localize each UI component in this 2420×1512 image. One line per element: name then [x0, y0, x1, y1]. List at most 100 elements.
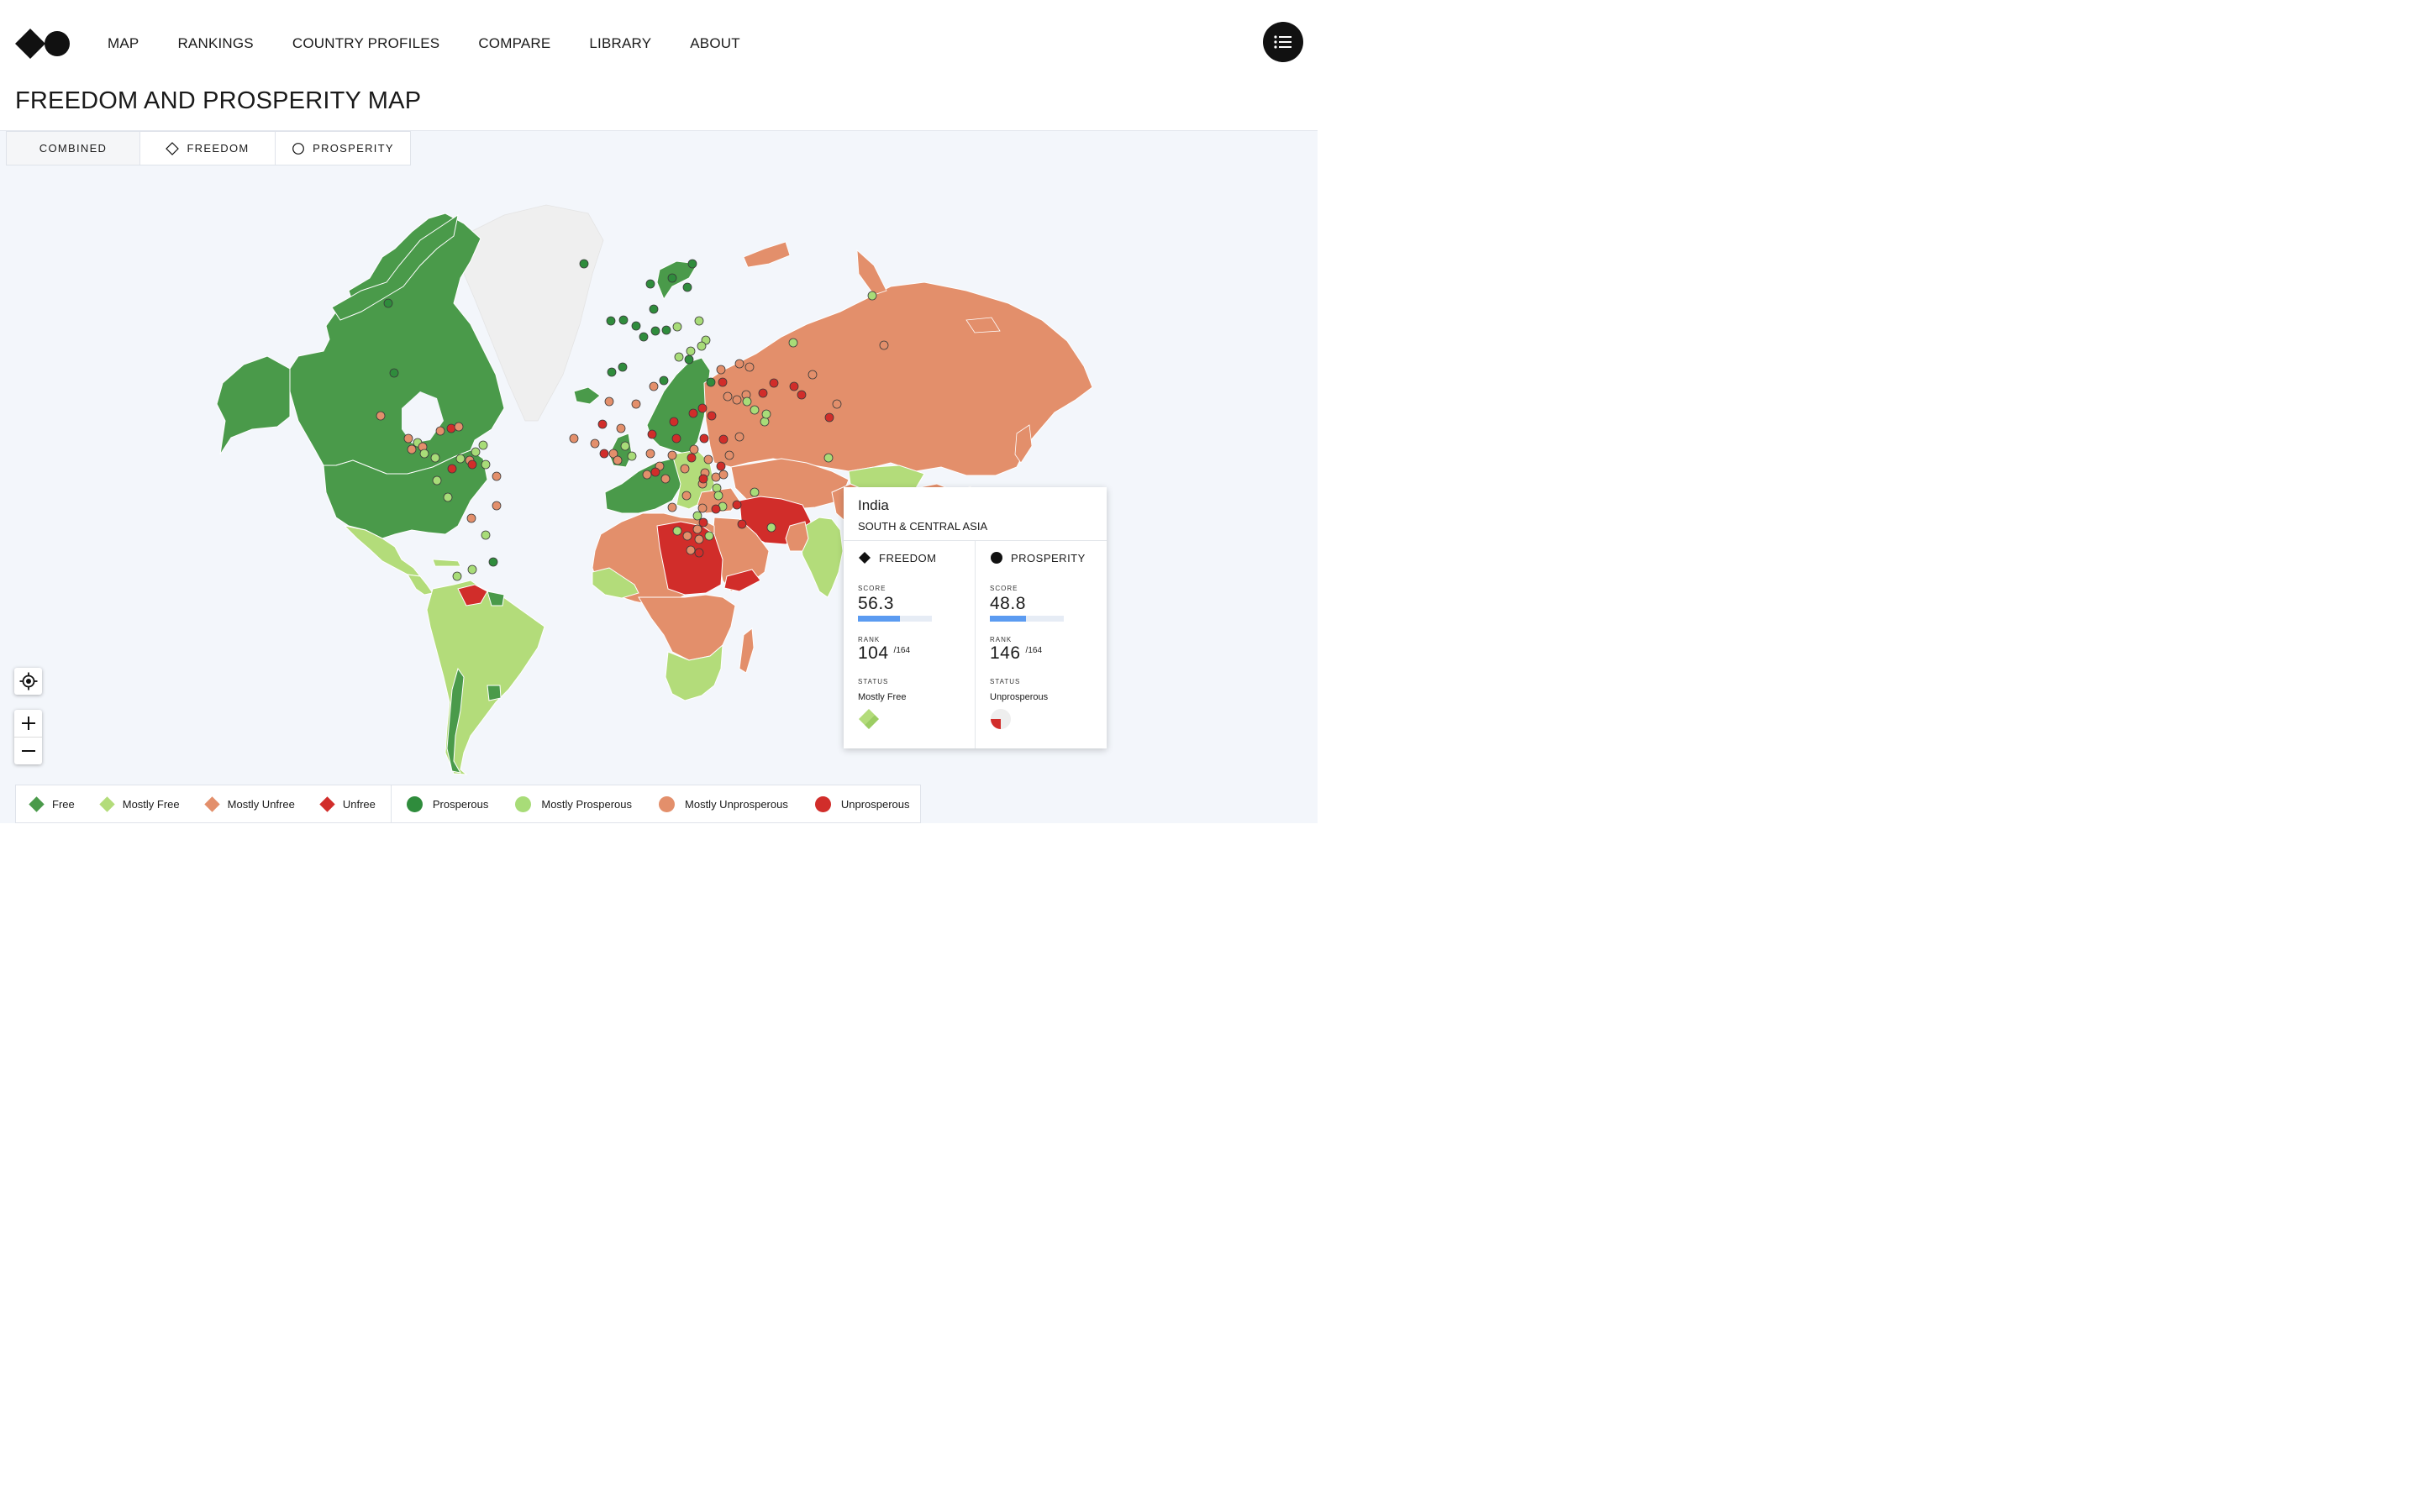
prosperity-marker[interactable]: [697, 341, 707, 351]
prosperity-marker[interactable]: [383, 298, 393, 308]
prosperity-marker[interactable]: [604, 396, 614, 407]
prosperity-marker[interactable]: [686, 545, 696, 555]
prosperity-marker[interactable]: [667, 273, 677, 283]
prosperity-marker[interactable]: [606, 316, 616, 326]
prosperity-marker[interactable]: [681, 491, 692, 501]
prosperity-marker[interactable]: [631, 399, 641, 409]
prosperity-marker[interactable]: [447, 464, 457, 474]
prosperity-marker[interactable]: [467, 564, 477, 575]
prosperity-marker[interactable]: [788, 338, 798, 348]
prosperity-marker[interactable]: [704, 531, 714, 541]
prosperity-marker[interactable]: [686, 346, 696, 356]
prosperity-marker[interactable]: [667, 502, 677, 512]
prosperity-marker[interactable]: [758, 388, 768, 398]
prosperity-marker[interactable]: [712, 483, 722, 493]
prosperity-marker[interactable]: [627, 451, 637, 461]
prosperity-marker[interactable]: [699, 433, 709, 444]
site-logo[interactable]: [15, 29, 71, 59]
prosperity-marker[interactable]: [703, 454, 713, 465]
prosperity-marker[interactable]: [716, 365, 726, 375]
prosperity-marker[interactable]: [618, 362, 628, 372]
tab-prosperity[interactable]: PROSPERITY: [276, 131, 411, 165]
nav-map[interactable]: MAP: [108, 35, 139, 51]
prosperity-marker[interactable]: [682, 282, 692, 292]
prosperity-marker[interactable]: [446, 423, 456, 433]
legend-unprosperous[interactable]: Unprosperous: [814, 795, 910, 812]
prosperity-marker[interactable]: [672, 322, 682, 332]
prosperity-marker[interactable]: [867, 291, 877, 301]
prosperity-marker[interactable]: [697, 403, 708, 413]
prosperity-marker[interactable]: [808, 370, 818, 380]
prosperity-marker[interactable]: [642, 470, 652, 480]
prosperity-marker[interactable]: [471, 447, 481, 457]
prosperity-marker[interactable]: [692, 511, 702, 521]
prosperity-marker[interactable]: [734, 359, 744, 369]
tab-freedom[interactable]: FREEDOM: [140, 131, 276, 165]
prosperity-marker[interactable]: [671, 433, 681, 444]
prosperity-marker[interactable]: [599, 449, 609, 459]
prosperity-marker[interactable]: [389, 368, 399, 378]
nav-about[interactable]: ABOUT: [690, 35, 740, 51]
prosperity-marker[interactable]: [744, 362, 755, 372]
prosperity-marker[interactable]: [618, 315, 629, 325]
prosperity-marker[interactable]: [737, 519, 747, 529]
world-map[interactable]: [0, 131, 1318, 823]
prosperity-marker[interactable]: [607, 367, 617, 377]
prosperity-marker[interactable]: [597, 419, 608, 429]
prosperity-marker[interactable]: [466, 513, 476, 523]
prosperity-marker[interactable]: [649, 304, 659, 314]
prosperity-marker[interactable]: [687, 259, 697, 269]
nav-compare[interactable]: COMPARE: [478, 35, 551, 51]
prosperity-marker[interactable]: [481, 530, 491, 540]
prosperity-marker[interactable]: [680, 464, 690, 474]
prosperity-marker[interactable]: [407, 444, 417, 454]
locate-button[interactable]: [14, 668, 42, 695]
legend-prosperous[interactable]: Prosperous: [406, 795, 488, 812]
nav-country-profiles[interactable]: COUNTRY PROFILES: [292, 35, 440, 51]
prosperity-marker[interactable]: [750, 487, 760, 497]
legend-mostly-prosperous[interactable]: Mostly Prosperous: [515, 795, 632, 812]
prosperity-marker[interactable]: [639, 332, 649, 342]
prosperity-marker[interactable]: [732, 500, 742, 510]
nav-library[interactable]: LIBRARY: [589, 35, 652, 51]
legend-mostly-unfree[interactable]: Mostly Unfree: [203, 795, 295, 812]
prosperity-marker[interactable]: [732, 395, 742, 405]
prosperity-marker[interactable]: [455, 454, 466, 464]
legend-mostly-unprosperous[interactable]: Mostly Unprosperous: [659, 795, 788, 812]
prosperity-marker[interactable]: [698, 517, 708, 528]
prosperity-marker[interactable]: [645, 279, 655, 289]
prosperity-marker[interactable]: [684, 354, 694, 365]
prosperity-marker[interactable]: [660, 474, 671, 484]
prosperity-marker[interactable]: [724, 450, 734, 460]
prosperity-marker[interactable]: [711, 504, 721, 514]
prosperity-marker[interactable]: [467, 459, 477, 470]
zoom-in-button[interactable]: [14, 710, 42, 738]
prosperity-marker[interactable]: [590, 438, 600, 449]
prosperity-marker[interactable]: [613, 455, 623, 465]
legend-free[interactable]: Free: [29, 795, 75, 812]
prosperity-marker[interactable]: [645, 449, 655, 459]
prosperity-marker[interactable]: [750, 405, 760, 415]
prosperity-marker[interactable]: [481, 459, 491, 470]
prosperity-marker[interactable]: [631, 321, 641, 331]
prosperity-marker[interactable]: [734, 432, 744, 442]
prosperity-marker[interactable]: [620, 441, 630, 451]
prosperity-marker[interactable]: [879, 340, 889, 350]
prosperity-marker[interactable]: [403, 433, 413, 444]
prosperity-marker[interactable]: [789, 381, 799, 391]
prosperity-marker[interactable]: [769, 378, 779, 388]
prosperity-marker[interactable]: [647, 429, 657, 439]
tab-combined[interactable]: COMBINED: [6, 131, 140, 165]
prosperity-marker[interactable]: [718, 434, 729, 444]
prosperity-marker[interactable]: [478, 440, 488, 450]
prosperity-marker[interactable]: [694, 316, 704, 326]
prosperity-marker[interactable]: [707, 411, 717, 421]
prosperity-marker[interactable]: [492, 501, 502, 511]
prosperity-marker[interactable]: [667, 450, 677, 460]
menu-button[interactable]: [1263, 22, 1303, 62]
prosperity-marker[interactable]: [689, 444, 699, 454]
prosperity-marker[interactable]: [488, 557, 498, 567]
prosperity-marker[interactable]: [650, 326, 660, 336]
prosperity-marker[interactable]: [616, 423, 626, 433]
map-area[interactable]: COMBINED FREEDOM PROSPERITY: [0, 131, 1318, 823]
